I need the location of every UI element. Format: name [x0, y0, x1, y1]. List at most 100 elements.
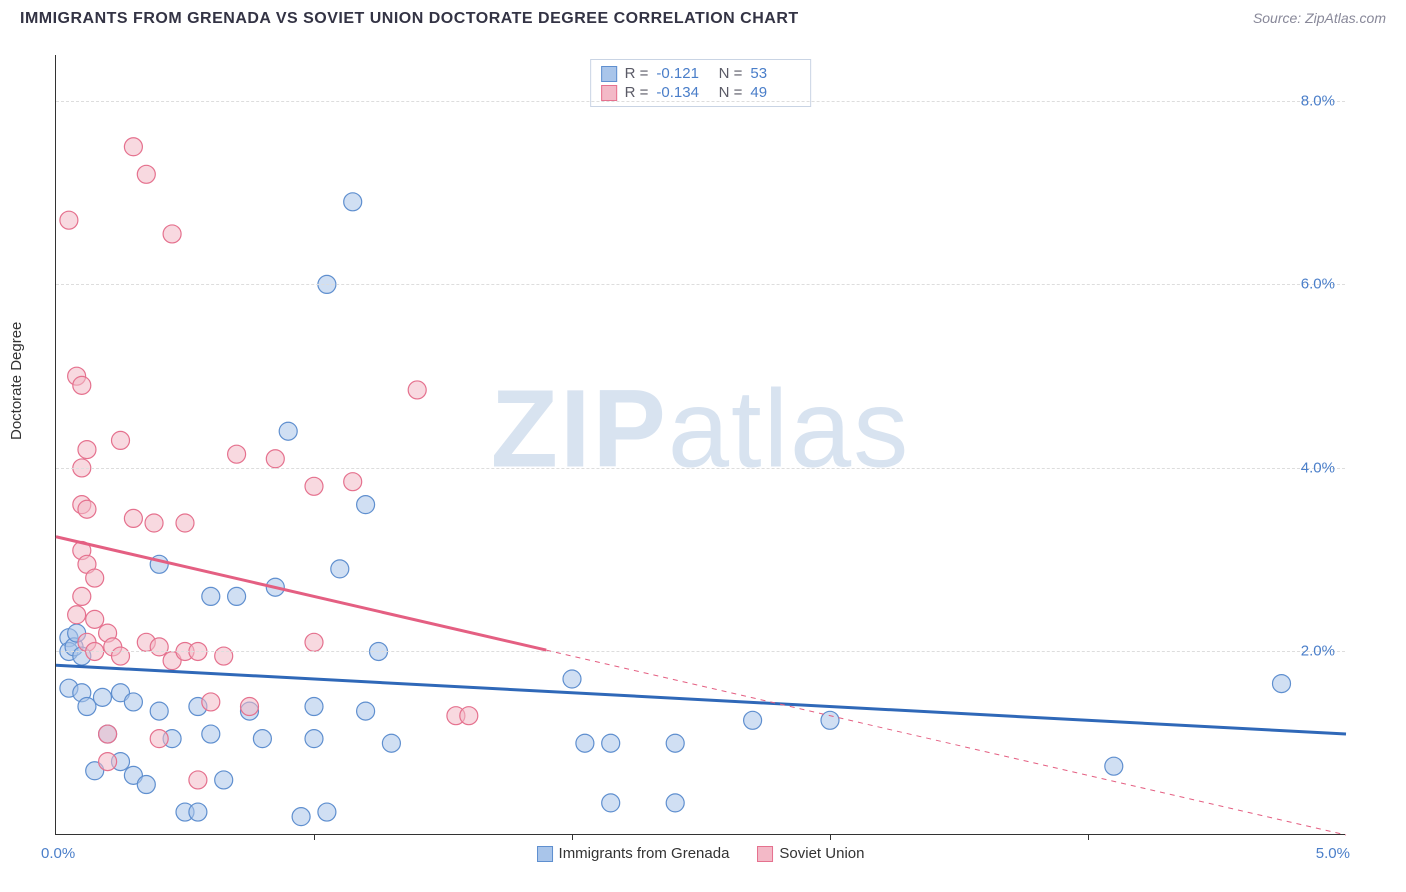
legend-stats-box: R = -0.121 N = 53R = -0.134 N = 49 [590, 59, 812, 107]
data-point [137, 165, 155, 183]
data-point [318, 803, 336, 821]
data-point [150, 730, 168, 748]
data-point [202, 725, 220, 743]
n-value: 53 [750, 65, 800, 82]
y-tick-label: 8.0% [1301, 92, 1335, 109]
x-tick [1088, 834, 1089, 840]
legend-series-name: Immigrants from Grenada [559, 845, 730, 862]
scatter-svg [56, 55, 1345, 834]
gridline [56, 651, 1345, 652]
data-point [602, 734, 620, 752]
data-point [202, 693, 220, 711]
legend-series-name: Soviet Union [779, 845, 864, 862]
data-point [602, 794, 620, 812]
gridline [56, 284, 1345, 285]
data-point [292, 808, 310, 826]
legend-bottom: Immigrants from Grenada Soviet Union [537, 845, 865, 862]
data-point [253, 730, 271, 748]
n-label: N = [714, 65, 742, 82]
data-point [279, 422, 297, 440]
x-tick [830, 834, 831, 840]
data-point [86, 569, 104, 587]
n-label: N = [714, 84, 742, 101]
data-point [215, 647, 233, 665]
chart-title: IMMIGRANTS FROM GRENADA VS SOVIET UNION … [20, 10, 799, 28]
n-value: 49 [750, 84, 800, 101]
data-point [228, 587, 246, 605]
data-point [1105, 757, 1123, 775]
legend-stat-row: R = -0.134 N = 49 [601, 83, 801, 102]
data-point [124, 138, 142, 156]
data-point [460, 707, 478, 725]
data-point [576, 734, 594, 752]
data-point [305, 698, 323, 716]
y-axis-label: Doctorate Degree [8, 322, 25, 440]
legend-swatch [601, 85, 617, 101]
data-point [73, 587, 91, 605]
data-point [78, 698, 96, 716]
data-point [93, 688, 111, 706]
data-point [60, 211, 78, 229]
data-point [563, 670, 581, 688]
data-point [305, 477, 323, 495]
data-point [78, 441, 96, 459]
data-point [1273, 675, 1291, 693]
data-point [189, 803, 207, 821]
x-tick [314, 834, 315, 840]
data-point [189, 771, 207, 789]
legend-swatch [757, 846, 773, 862]
gridline [56, 101, 1345, 102]
source-prefix: Source: [1253, 10, 1305, 26]
data-point [305, 633, 323, 651]
y-tick-label: 2.0% [1301, 643, 1335, 660]
data-point [266, 450, 284, 468]
data-point [176, 514, 194, 532]
data-point [344, 193, 362, 211]
data-point [124, 693, 142, 711]
data-point [99, 725, 117, 743]
data-point [305, 730, 323, 748]
y-tick-label: 4.0% [1301, 459, 1335, 476]
legend-swatch [537, 846, 553, 862]
data-point [241, 698, 259, 716]
data-point [150, 702, 168, 720]
data-point [215, 771, 233, 789]
y-tick-label: 6.0% [1301, 276, 1335, 293]
gridline [56, 468, 1345, 469]
data-point [744, 711, 762, 729]
data-point [137, 776, 155, 794]
data-point [112, 647, 130, 665]
data-point [99, 753, 117, 771]
r-value: -0.121 [656, 65, 706, 82]
data-point [163, 225, 181, 243]
data-point [112, 431, 130, 449]
data-point [73, 376, 91, 394]
data-point [202, 587, 220, 605]
data-point [124, 509, 142, 527]
data-point [357, 702, 375, 720]
data-point [331, 560, 349, 578]
x-tick [572, 834, 573, 840]
source-name: ZipAtlas.com [1305, 10, 1386, 26]
data-point [666, 794, 684, 812]
legend-item: Soviet Union [757, 845, 864, 862]
data-point [228, 445, 246, 463]
data-point [408, 381, 426, 399]
chart-plot-area: ZIPatlas R = -0.121 N = 53R = -0.134 N =… [55, 55, 1345, 835]
legend-swatch [601, 66, 617, 82]
data-point [86, 610, 104, 628]
legend-item: Immigrants from Grenada [537, 845, 730, 862]
data-point [78, 500, 96, 518]
r-label: R = [625, 65, 649, 82]
r-label: R = [625, 84, 649, 101]
trend-line [56, 537, 546, 650]
r-value: -0.134 [656, 84, 706, 101]
data-point [145, 514, 163, 532]
data-point [666, 734, 684, 752]
data-point [382, 734, 400, 752]
data-point [357, 496, 375, 514]
x-min-label: 0.0% [41, 845, 75, 862]
source-label: Source: ZipAtlas.com [1253, 10, 1386, 26]
data-point [68, 606, 86, 624]
x-max-label: 5.0% [1316, 845, 1350, 862]
